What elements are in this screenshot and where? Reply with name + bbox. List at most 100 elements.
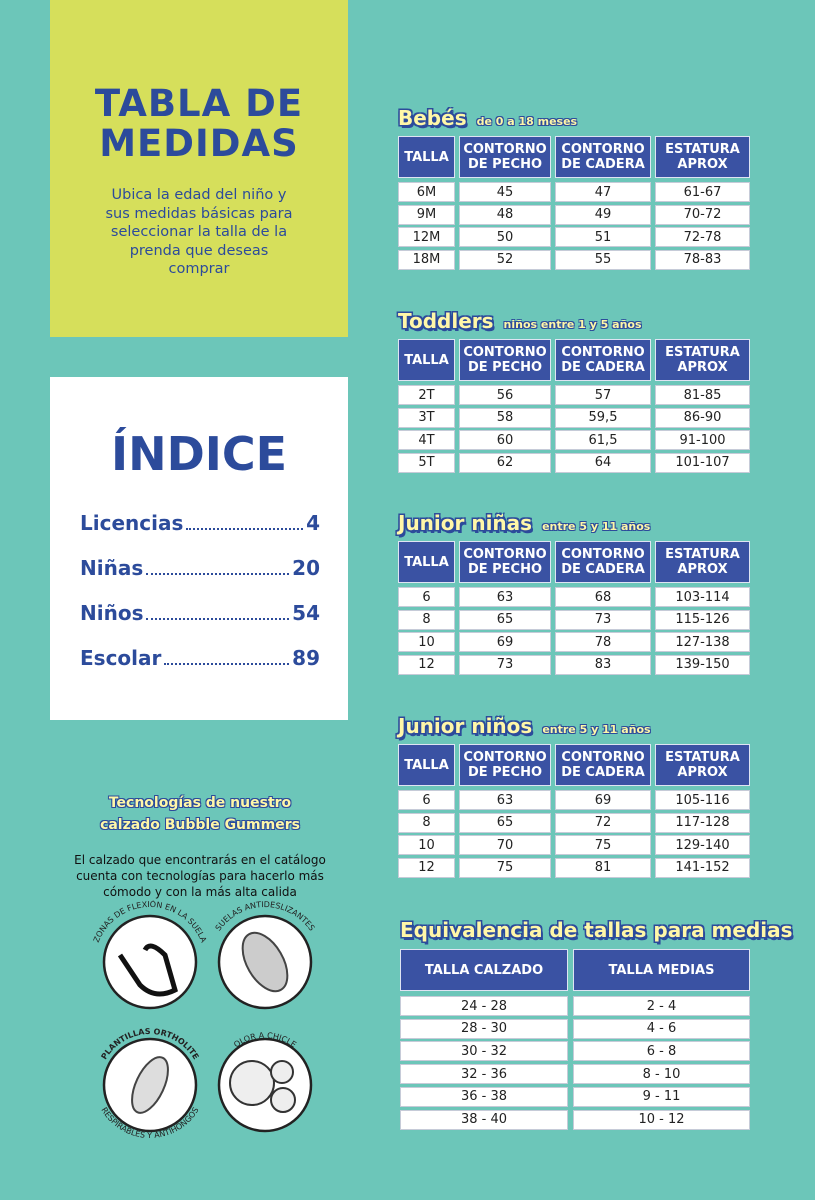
- table-cell: 69: [555, 790, 651, 810]
- column-header: CONTORNO DE CADERA: [555, 744, 651, 786]
- section-name: Junior niños: [398, 714, 533, 738]
- table-cell: 65: [459, 609, 551, 630]
- table-cell: 50: [459, 227, 551, 248]
- table-cell: 47: [555, 182, 651, 202]
- table-cell: 36 - 38: [400, 1086, 568, 1107]
- index-entry: Licencias 4: [80, 505, 320, 535]
- entry-page: 20: [292, 556, 320, 580]
- table-cell: 48: [459, 204, 551, 225]
- index-entry: Niñas 20: [80, 550, 320, 580]
- table-cell: 117-128: [655, 812, 750, 833]
- column-header: CONTORNO DE CADERA: [555, 339, 651, 381]
- table-cell: 10 - 12: [573, 1109, 750, 1130]
- column-header: ESTATURA APROX: [655, 541, 750, 583]
- section-title: Junior niños entre 5 y 11 años: [398, 714, 651, 738]
- column-header: CONTORNO DE PECHO: [459, 136, 551, 178]
- tech-description: El calzado que encontrarás en el catálog…: [74, 853, 326, 899]
- tech-icons: ZONAS DE FLEXIÓN EN LA SUELA SUELAS ANTI…: [92, 900, 316, 1140]
- table-cell: 6: [398, 790, 455, 810]
- table-cell: 5T: [398, 452, 455, 473]
- flex-icon: [117, 943, 178, 997]
- index-entry: Escolar 89: [80, 640, 320, 670]
- table-cell: 129-140: [655, 835, 750, 856]
- section-title: Junior niñas entre 5 y 11 años: [398, 511, 650, 535]
- table-cell: 72-78: [655, 227, 750, 248]
- table-cell: 59,5: [555, 407, 651, 428]
- entry-label: Licencias: [80, 511, 184, 535]
- table-cell: 58: [459, 407, 551, 428]
- table-cell: 12: [398, 857, 455, 878]
- table-cell: 57: [555, 385, 651, 405]
- table-cell: 72: [555, 812, 651, 833]
- table-cell: 68: [555, 587, 651, 607]
- table-cell: 78-83: [655, 249, 750, 270]
- column-header: TALLA: [398, 339, 455, 381]
- table-cell: 52: [459, 249, 551, 270]
- table-cell: 73: [459, 654, 551, 675]
- leader-dots: [146, 573, 290, 575]
- leader-dots: [146, 618, 290, 620]
- table-cell: 30 - 32: [400, 1041, 568, 1062]
- entry-page: 4: [306, 511, 320, 535]
- table-cell: 8: [398, 812, 455, 833]
- table-cell: 51: [555, 227, 651, 248]
- section-name: Junior niñas: [398, 511, 533, 535]
- column-header: CONTORNO DE CADERA: [555, 136, 651, 178]
- column-header: TALLA: [398, 541, 455, 583]
- index-panel: ÍNDICE Licencias 4 Niñas 20 Niños 54 Escolar 89: [50, 377, 348, 720]
- table-cell: 3T: [398, 407, 455, 428]
- column-header: TALLA CALZADO: [400, 949, 568, 991]
- column-header: TALLA: [398, 136, 455, 178]
- table-cell: 105-116: [655, 790, 750, 810]
- table-cell: 60: [459, 430, 551, 451]
- table-cell: 115-126: [655, 609, 750, 630]
- section-title: Equivalencia de tallas para medias: [400, 918, 793, 942]
- column-header: CONTORNO DE PECHO: [459, 541, 551, 583]
- table-cell: 91-100: [655, 430, 750, 451]
- table-cell: 141-152: [655, 857, 750, 878]
- table-cell: 139-150: [655, 654, 750, 675]
- table-cell: 73: [555, 609, 651, 630]
- table-cell: 12M: [398, 227, 455, 248]
- table-cell: 61,5: [555, 430, 651, 451]
- table-cell: 28 - 30: [400, 1018, 568, 1039]
- page-title: TABLA DE MEDIDAS: [94, 82, 304, 165]
- page-subtitle: Ubica la edad del niño y sus medidas bás…: [105, 187, 293, 277]
- table-cell: 65: [459, 812, 551, 833]
- table-cell: 103-114: [655, 587, 750, 607]
- table-cell: 69: [459, 632, 551, 653]
- column-header: CONTORNO DE PECHO: [459, 339, 551, 381]
- header-panel: TABLA DE MEDIDAS Ubica la edad del niño …: [50, 0, 348, 337]
- column-header: ESTATURA APROX: [655, 136, 750, 178]
- table-cell: 32 - 36: [400, 1064, 568, 1085]
- table-cell: 10: [398, 632, 455, 653]
- column-header: ESTATURA APROX: [655, 744, 750, 786]
- column-header: TALLA MEDIAS: [573, 949, 750, 991]
- section-subtitle: entre 5 y 11 años: [542, 520, 651, 533]
- column-header: ESTATURA APROX: [655, 339, 750, 381]
- table-cell: 6: [398, 587, 455, 607]
- entry-page: 54: [292, 601, 320, 625]
- table-cell: 75: [459, 857, 551, 878]
- table-cell: 63: [459, 587, 551, 607]
- table-cell: 81: [555, 857, 651, 878]
- table-cell: 2T: [398, 385, 455, 405]
- table-cell: 61-67: [655, 182, 750, 202]
- table-cell: 18M: [398, 249, 455, 270]
- column-header: TALLA: [398, 744, 455, 786]
- entry-label: Niños: [80, 601, 144, 625]
- table-cell: 62: [459, 452, 551, 473]
- table-cell: 6 - 8: [573, 1041, 750, 1062]
- tech-title: Tecnologías de nuestro calzado Bubble Gu…: [100, 795, 300, 833]
- section-subtitle: niños entre 1 y 5 años: [503, 318, 642, 331]
- table-cell: 101-107: [655, 452, 750, 473]
- table-cell: 75: [555, 835, 651, 856]
- table-cell: 64: [555, 452, 651, 473]
- table-cell: 9M: [398, 204, 455, 225]
- index-title: ÍNDICE: [110, 427, 288, 481]
- leader-dots: [186, 528, 304, 530]
- table-cell: 63: [459, 790, 551, 810]
- table-cell: 78: [555, 632, 651, 653]
- table-cell: 12: [398, 654, 455, 675]
- table-cell: 70-72: [655, 204, 750, 225]
